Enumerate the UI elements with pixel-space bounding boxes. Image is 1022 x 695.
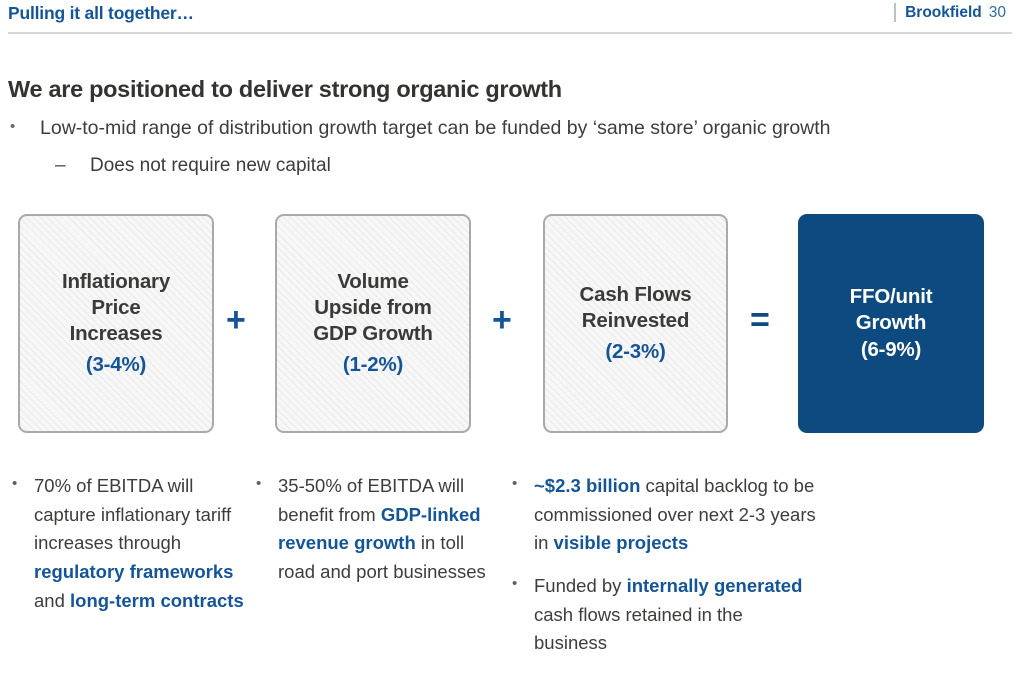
formula-box-label-line: Inflationary [61,269,171,293]
highlight-text: GDP-linked revenue growth [278,503,481,554]
column-bullet: • 70% of EBITDA will capture inflationary… [8,472,246,615]
formula-box-label-line: Increases [69,321,163,345]
page-title: We are positioned to deliver strong orga… [8,76,562,102]
bullet-column: • ~$2.3 billion capital backlog to be com… [508,472,818,672]
body-text: 70% of EBITDA will capture inflationary … [34,475,232,554]
formula-box-value: (1-2%) [342,353,404,377]
lead-bullet-text: Low-to-mid range of distribution growth … [40,117,831,139]
formula-box-label: Volume Upside from GDP Growth [313,269,433,346]
formula-box-label-line: Growth [855,310,927,334]
column-bullet: • Funded by internally generated cash flo… [508,572,818,658]
formula-box-ffo-per-unit-growth: FFO/unit Growth (6-9%) [798,214,984,433]
body-text: in toll road and port businesses [278,532,486,583]
operator-plus-icon: + [492,301,512,339]
header-divider-bar [894,3,897,22]
sub-bullet-text: Does not require new capital [90,155,331,176]
formula-box-volume-upside-from-gdp-growth: Volume Upside from GDP Growth (1-2%) [275,214,471,433]
formula-row: Inflationary Price Increases (3-4%) + Volu… [0,214,1022,435]
highlight-text: internally generated [626,575,803,597]
formula-box-value: (2-3%) [605,340,666,364]
body-text: 35-50% of EBITDA will benefit from [278,475,465,525]
lead-bullet: • Low-to-mid range of distribution growth… [10,117,831,140]
bullet-marker-icon: • [512,575,518,593]
body-text: Funded by [534,575,627,597]
bullet-column: • 70% of EBITDA will capture inflationary… [8,472,246,629]
highlight-text: ~$2.3 billion [534,475,641,496]
slide-header: Pulling it all together… Brookfield 30 [0,0,1022,34]
header-title: Pulling it all together… [8,3,194,23]
bullet-marker-icon: • [512,475,518,492]
formula-box-label: FFO/unit Growth [850,284,933,336]
formula-box-label: Inflationary Price Increases [62,269,170,346]
formula-box-value: (6-9%) [860,338,922,362]
operator-equals-icon: = [750,301,770,339]
body-text: cash flows retained in the business [534,603,743,654]
highlight-text: regulatory frameworks [34,561,234,583]
formula-box-label-line: Cash Flows [579,282,692,306]
dash-marker-icon: – [55,155,66,176]
sub-bullet: – Does not require new capital [55,155,331,177]
header-rule [8,32,1012,34]
header-brand-group: Brookfield 30 [894,3,1006,22]
formula-box-label-line: Price [91,295,141,319]
column-bullet: • 35-50% of EBITDA will benefit from GDP-… [252,472,500,587]
bullet-marker-icon: • [12,475,18,492]
formula-box-value: (3-4%) [85,353,147,377]
formula-box-label-line: Reinvested [581,308,690,332]
bullet-marker-icon: • [10,118,16,135]
formula-box-cash-flows-reinvested: Cash Flows Reinvested (2-3%) [543,214,728,433]
bullet-column: • 35-50% of EBITDA will benefit from GDP-… [252,472,500,601]
formula-box-label-line: GDP Growth [313,321,433,345]
operator-plus-icon: + [226,301,246,339]
highlight-text: long-term contracts [70,589,244,611]
formula-box-label-line: Upside from [314,295,432,319]
bullet-marker-icon: • [256,475,262,492]
body-text: capital backlog to be commissioned over … [534,475,816,554]
page-number: 30 [988,3,1006,21]
brand-name: Brookfield [905,3,982,21]
formula-box-label: Cash Flows Reinvested [580,282,692,334]
column-bullet: • ~$2.3 billion capital backlog to be com… [508,472,818,558]
formula-box-inflationary-price-increases: Inflationary Price Increases (3-4%) [18,214,214,433]
body-text: and [34,589,71,611]
highlight-text: visible projects [553,532,689,554]
formula-box-label-line: FFO/unit [849,284,933,308]
formula-box-label-line: Volume [337,269,409,293]
